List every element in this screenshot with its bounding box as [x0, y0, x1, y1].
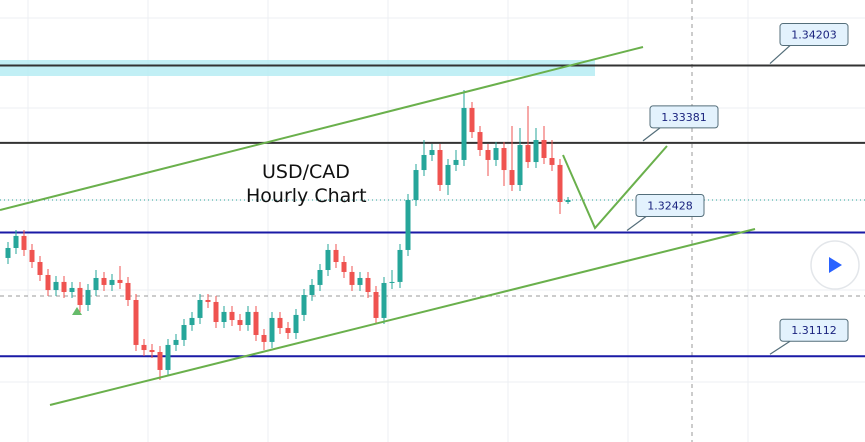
callout-arrow — [769, 340, 791, 355]
callout-label: 1.34203 — [791, 29, 837, 42]
callout-box — [649, 105, 719, 129]
candle-body — [213, 301, 219, 323]
candle-body — [357, 277, 363, 285]
candle-body — [405, 200, 411, 250]
candle-body — [493, 148, 499, 160]
candle-body — [525, 145, 531, 163]
candle-body — [501, 148, 507, 171]
projection — [562, 145, 668, 230]
callout-box — [779, 318, 849, 342]
candle-body — [237, 320, 243, 326]
levels — [0, 64, 865, 358]
candles — [0, 89, 865, 381]
candle-body — [101, 277, 107, 285]
candle-body — [13, 235, 19, 248]
candle-body — [541, 140, 547, 158]
candle-body — [381, 282, 387, 318]
candle-body — [477, 132, 483, 150]
candle-body — [453, 159, 459, 165]
candle-body — [53, 281, 59, 291]
candle-body — [269, 317, 275, 342]
candle-body — [221, 311, 227, 323]
candle-body — [437, 149, 443, 185]
callout-arrow — [769, 45, 791, 64]
callout-label: 1.32428 — [647, 199, 693, 212]
candle-body — [141, 344, 147, 351]
candle-body — [229, 311, 235, 321]
candle-body — [285, 328, 291, 334]
candle-body — [109, 279, 115, 285]
channel-bottom — [49, 228, 756, 406]
candle-body — [69, 287, 75, 293]
candle-body — [309, 284, 315, 296]
candle-body — [165, 344, 171, 370]
candle-body — [301, 295, 307, 315]
candle-body — [149, 350, 155, 353]
candle-body — [253, 311, 259, 335]
candle-body — [125, 282, 131, 300]
candle-body — [325, 249, 331, 270]
callout-arrow — [626, 215, 647, 231]
candle-body — [157, 352, 163, 370]
candle-body — [205, 299, 211, 302]
candle-body — [389, 281, 395, 283]
signal-marker — [72, 307, 82, 315]
callout-box — [779, 23, 849, 47]
candle-body — [133, 299, 139, 345]
candle-body — [245, 311, 251, 326]
candle-body — [517, 145, 523, 185]
play-button[interactable] — [810, 240, 860, 290]
channel-top — [0, 46, 644, 211]
candle-body — [277, 317, 283, 329]
candle-body — [5, 247, 11, 258]
callouts: 1.34203 1.33381 1.32428 1.31112 — [626, 23, 849, 355]
candle-body — [413, 170, 419, 201]
candle-body — [45, 274, 51, 291]
candle-body — [469, 107, 475, 133]
candle-body — [485, 149, 491, 160]
candle-body — [349, 271, 355, 285]
candle-body — [261, 334, 267, 342]
candle-body — [77, 287, 83, 305]
candle-body — [341, 262, 347, 272]
candle-body — [29, 249, 35, 263]
candle-body — [397, 249, 403, 282]
candle-body — [189, 317, 195, 326]
candle-body — [421, 154, 427, 171]
candle-body — [181, 325, 187, 340]
resistance-zone — [0, 60, 595, 76]
candle-body — [37, 262, 43, 275]
candle-body — [293, 314, 299, 334]
candle-body — [509, 170, 515, 185]
candle-body — [117, 279, 123, 283]
callout-label: 1.33381 — [661, 111, 707, 124]
candle-body — [85, 290, 91, 305]
callout-box — [635, 193, 705, 217]
candle-body — [445, 164, 451, 185]
candle-body — [197, 299, 203, 318]
candle-body — [549, 157, 555, 165]
candle-body — [317, 269, 323, 285]
candle-body — [173, 339, 179, 345]
candle-body — [461, 107, 467, 160]
chart-subtitle: Hourly Chart — [246, 185, 367, 207]
candle-body — [565, 200, 571, 203]
chart-title: USD/CAD — [262, 161, 350, 183]
candle-body — [533, 140, 539, 163]
candle-body — [373, 292, 379, 318]
candle-body — [365, 277, 371, 293]
candle-body — [429, 149, 435, 155]
candle-body — [61, 281, 67, 293]
candle-body — [93, 277, 99, 291]
candle-body — [333, 249, 339, 263]
callout-label: 1.31112 — [791, 324, 837, 337]
candle-body — [21, 235, 27, 250]
candle-body — [557, 164, 563, 203]
callout-arrow — [642, 127, 661, 142]
